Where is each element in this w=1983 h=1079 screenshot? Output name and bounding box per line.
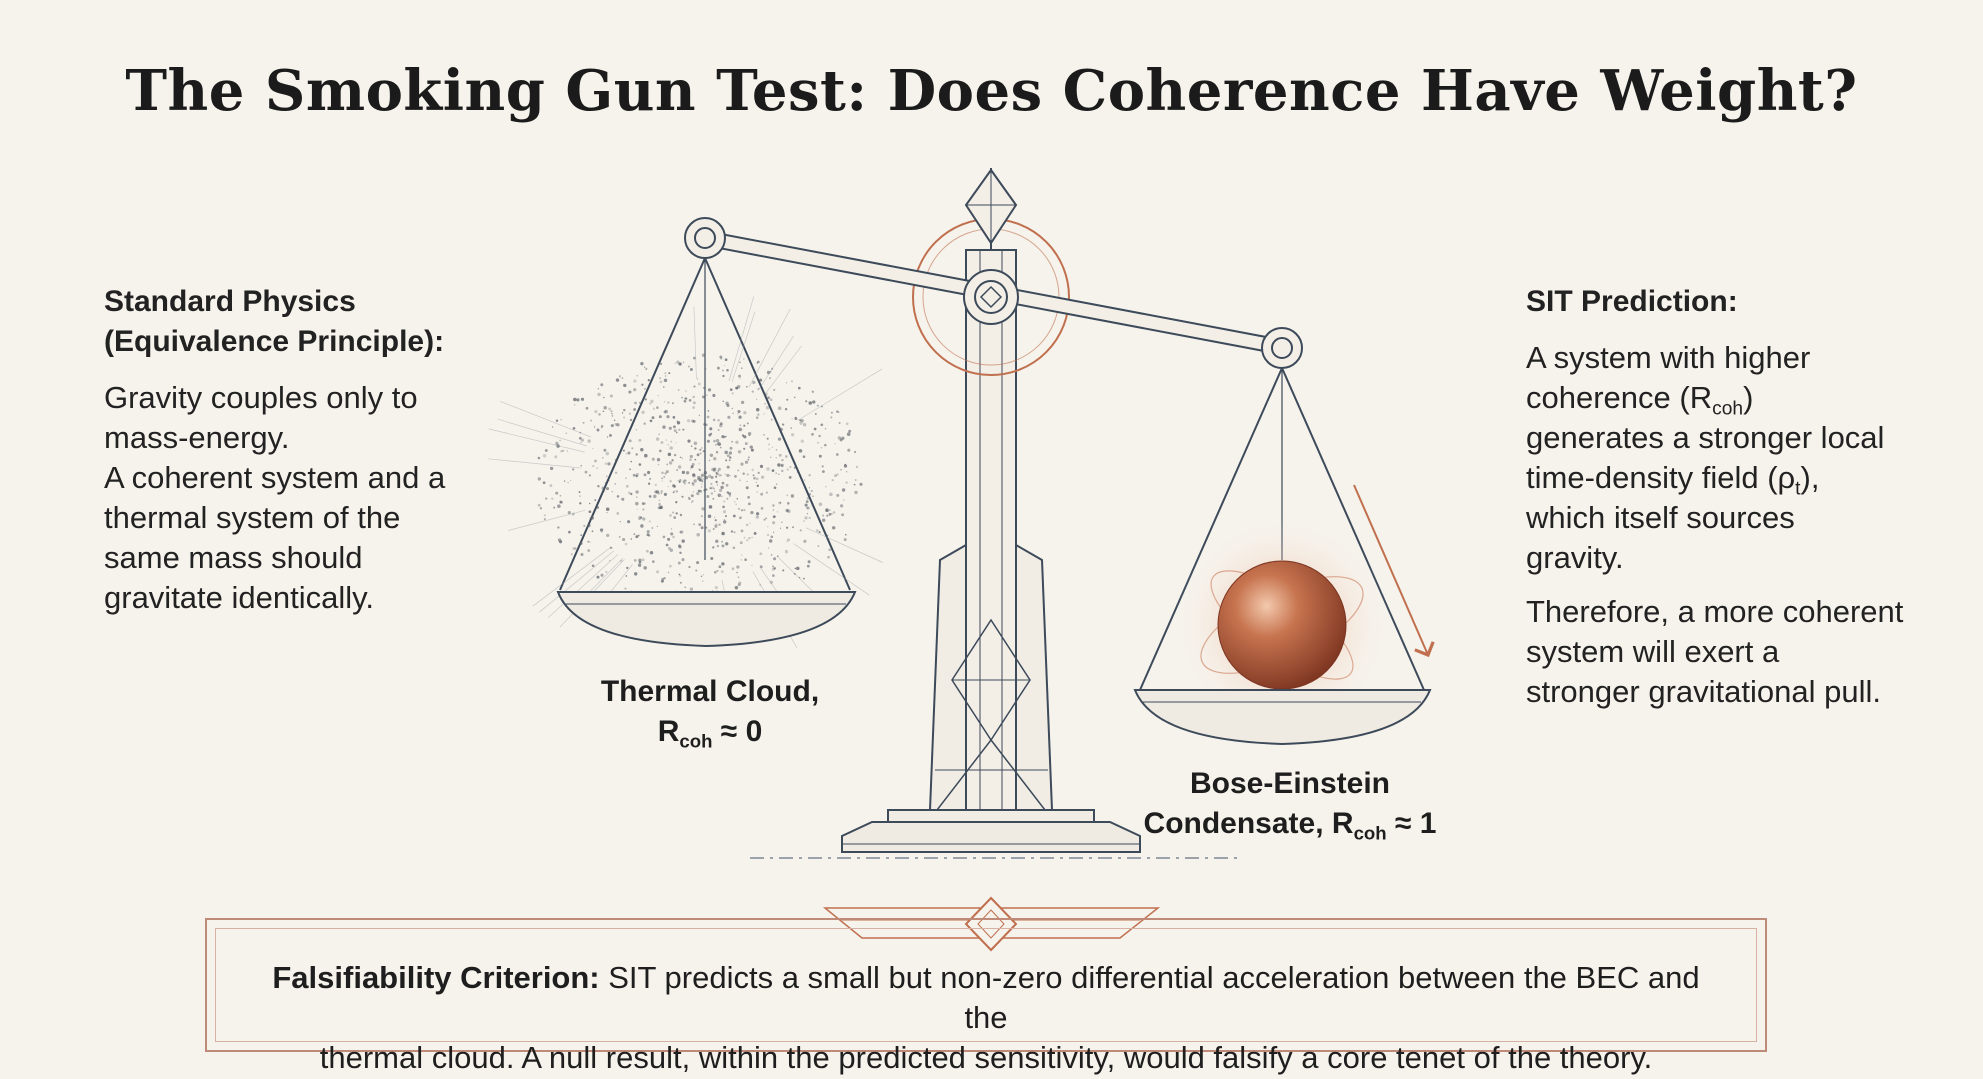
left-pan	[488, 257, 883, 648]
falsifiability-criterion-text: Falsifiability Criterion: SIT predicts a…	[272, 960, 1700, 1075]
page-title: The Smoking Gun Test: Does Coherence Hav…	[125, 58, 1858, 124]
standard-physics-heading: Standard Physics (Equivalence Principle)…	[104, 285, 445, 358]
downward-arrow	[1353, 484, 1435, 658]
bec-caption: Bose-Einstein Condensate, Rcoh ≈ 1	[1143, 767, 1437, 844]
falsifiability-criterion-box: Falsifiability Criterion: SIT predicts a…	[205, 918, 1767, 1075]
standard-physics-panel: Standard Physics (Equivalence Principle)…	[104, 282, 504, 618]
sit-prediction-panel: SIT Prediction: A system with higher coh…	[1526, 282, 1946, 712]
sit-prediction-heading: SIT Prediction:	[1526, 285, 1738, 318]
bec-sphere	[1217, 560, 1347, 690]
sit-prediction-body: A system with higher coherence (Rcoh) ge…	[1526, 340, 1885, 575]
scale-base	[841, 809, 1141, 853]
scale-beam	[684, 217, 1303, 369]
scale-finial	[964, 168, 1018, 250]
thermal-cloud-caption: Thermal Cloud, Rcoh ≈ 0	[600, 675, 820, 752]
sit-prediction-conclusion: Therefore, a more coherent system will e…	[1526, 594, 1904, 709]
right-pan	[1133, 367, 1435, 746]
thermal-cloud-particles	[488, 296, 883, 648]
criterion-ornament	[822, 896, 1161, 952]
standard-physics-body: Gravity couples only to mass-energy. A c…	[104, 380, 446, 615]
criterion-label: Falsifiability Criterion:	[272, 960, 600, 995]
scale-column	[928, 249, 1054, 811]
